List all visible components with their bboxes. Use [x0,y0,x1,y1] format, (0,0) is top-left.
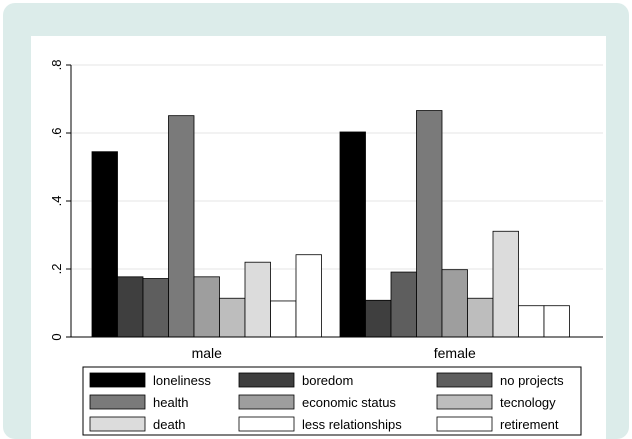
legend-box [82,366,582,436]
bar-female-retirement [543,305,570,338]
legend-label-retirement: retirement [500,417,559,432]
y-tick-label: .2 [49,264,64,275]
legend-label-economic-status: economic status [302,395,396,410]
bar-male-retirement [295,254,322,338]
gridlines [71,64,603,270]
bar-male-death [244,261,271,338]
bar-male-loneliness [91,151,118,338]
legend-label-tecnology: tecnology [500,395,556,410]
y-tick-label: .4 [49,196,64,207]
bar-female-loneliness [339,131,366,338]
x-group-label-female: female [434,345,476,361]
bar-female-economic-status [441,269,468,338]
legend-swatch-retirement [436,416,493,432]
bar-male-boredom [117,276,144,338]
legend-swatch-health [89,394,146,410]
bar-male-less-relationships [270,300,297,338]
x-axis-group-labels: male female [192,345,476,361]
legend-swatch-loneliness [89,372,146,388]
legend-swatch-no-projects [436,372,493,388]
y-tick-label: .6 [49,128,64,139]
legend-label-loneliness: loneliness [153,373,211,388]
bar-female-less-relationships [518,305,545,338]
bar-female-death [492,230,519,338]
legend: loneliness boredom no projects health econom… [82,366,582,436]
bar-female-boredom [365,299,392,338]
bars [91,110,570,338]
legend-swatch-death [89,416,146,432]
legend-label-no-projects: no projects [500,373,564,388]
legend-swatch-tecnology [436,394,493,410]
bar-male-economic-status [193,276,220,338]
legend-swatch-less-relationships [238,416,295,432]
legend-label-death: death [153,417,186,432]
legend-label-health: health [153,395,188,410]
y-tick-label: .8 [49,60,64,71]
y-tick-label: 0 [49,333,64,340]
legend-swatch-boredom [238,372,295,388]
legend-swatch-economic-status [238,394,295,410]
bar-male-health [168,115,195,338]
x-group-label-male: male [192,345,223,361]
bar-male-no-projects [142,278,169,338]
y-axis: 0 .2 .4 .6 .8 [49,60,603,341]
bar-female-health [416,110,443,338]
legend-label-less-relationships: less relationships [302,417,402,432]
bar-female-no-projects [390,271,417,338]
bar-male-tecnology [219,297,246,338]
legend-label-boredom: boredom [302,373,353,388]
bar-female-tecnology [467,297,494,338]
